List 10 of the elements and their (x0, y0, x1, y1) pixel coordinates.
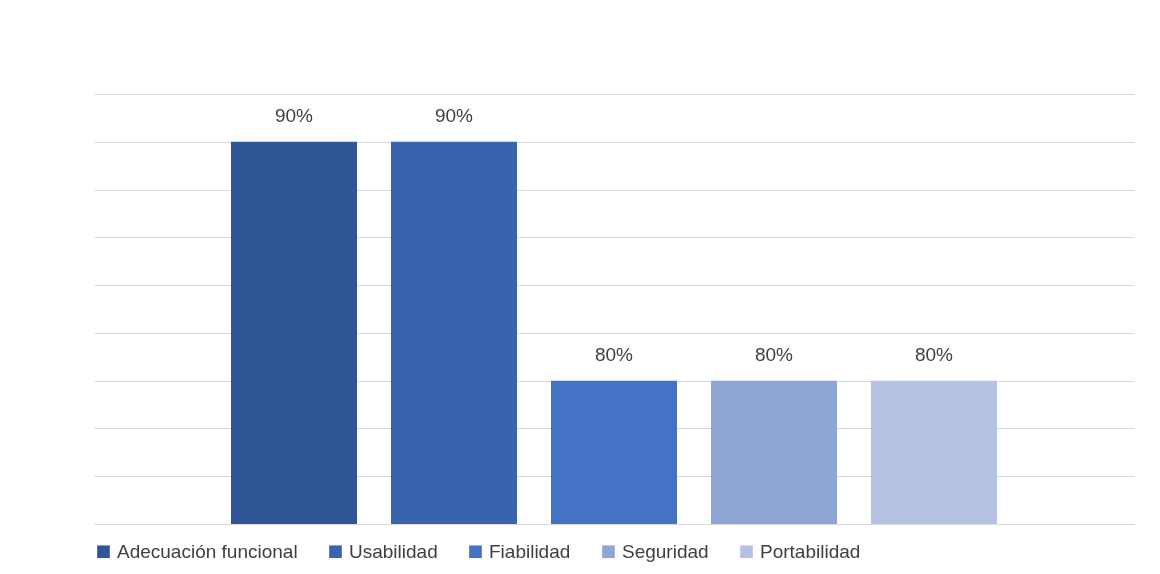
data-label: 90% (274, 104, 314, 126)
data-label: 80% (594, 343, 634, 365)
legend-label: Portabilidad (760, 540, 861, 562)
data-label: 90% (434, 104, 474, 126)
legend-label: Fiabilidad (489, 540, 571, 562)
data-label: 80% (754, 343, 794, 365)
legend-label: Seguridad (622, 540, 709, 562)
data-label: 80% (914, 343, 954, 365)
legend-label: Adecuación funcional (117, 540, 298, 562)
legend-label: Usabilidad (349, 540, 438, 562)
